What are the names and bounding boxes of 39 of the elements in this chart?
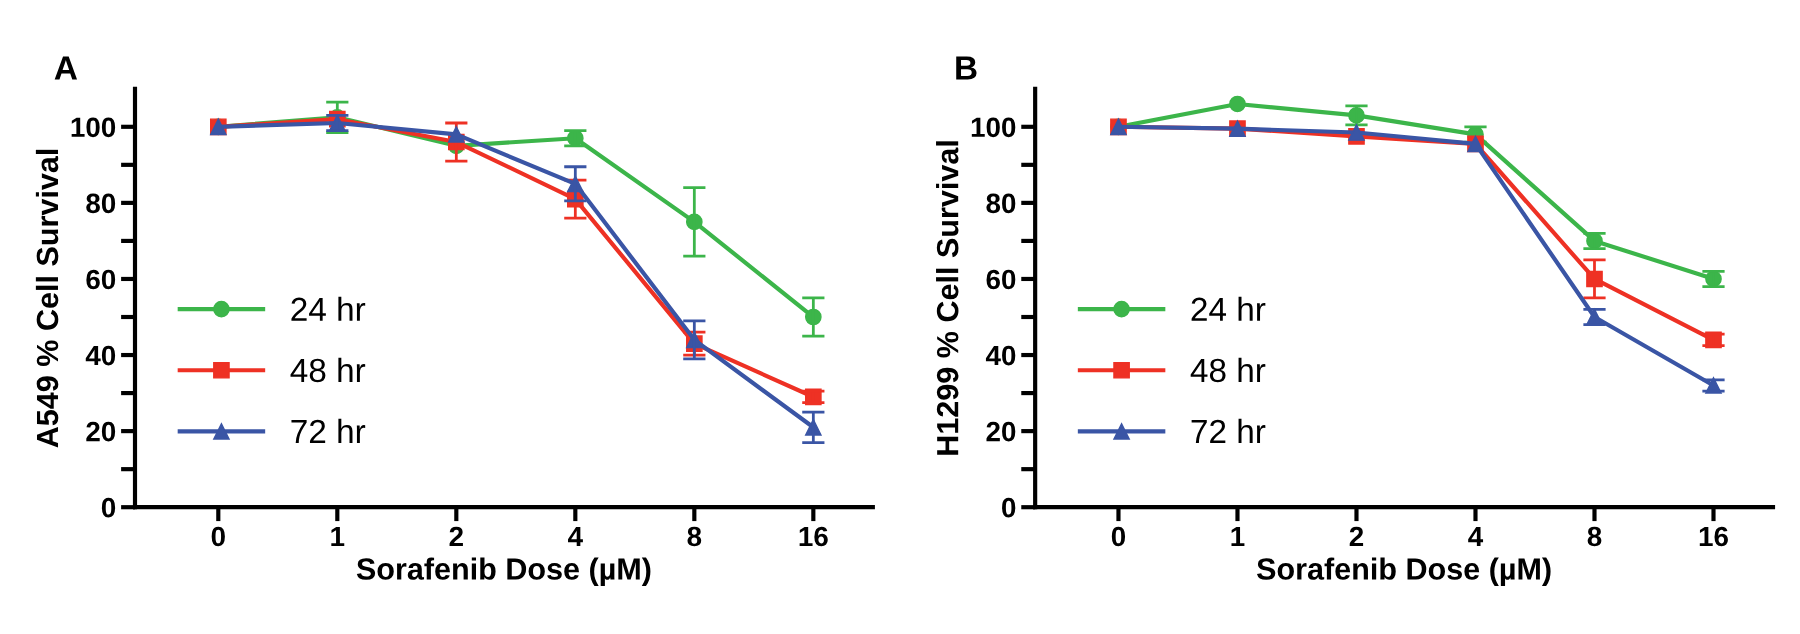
- y-tick-label: 40: [985, 345, 1016, 366]
- y-tick-label: 0: [101, 497, 116, 518]
- y-tick-label: 100: [71, 117, 116, 138]
- x-tick-label: 8: [687, 526, 702, 547]
- x-tick-label: 0: [211, 526, 225, 547]
- legend-label: 24 hr: [1191, 296, 1266, 321]
- y-tick-label: 40: [85, 345, 116, 366]
- legend-label: 24 hr: [291, 296, 366, 321]
- y-tick-label: 80: [986, 193, 1016, 214]
- x-tick-label: 2: [449, 526, 463, 547]
- x-tick-label: 4: [568, 526, 583, 547]
- x-tick-label: 1: [331, 526, 345, 547]
- point: [1229, 95, 1246, 113]
- y-tick-label: 60: [86, 269, 116, 290]
- legend-label: 72 hr: [1191, 418, 1266, 443]
- y-axis-title: A549 % Cell Survival: [35, 149, 59, 448]
- x-tick-label: 2: [1349, 526, 1364, 547]
- y-tick-label: 0: [1002, 497, 1016, 518]
- x-tick-label: 4: [1468, 526, 1484, 547]
- chart-title: B: [956, 56, 977, 80]
- x-tick-label: 16: [1699, 526, 1728, 547]
- point: [447, 126, 465, 143]
- legend-label: 48 hr: [1190, 357, 1266, 383]
- x-axis-title: Sorafenib Dose (µM): [356, 557, 651, 586]
- x-tick-label: 1: [1231, 526, 1245, 547]
- x-tick-label: 8: [1587, 526, 1602, 547]
- x-tick-label: 0: [1111, 526, 1126, 547]
- y-tick-label: 100: [971, 117, 1016, 138]
- x-axis-title: Sorafenib Dose (µM): [1256, 557, 1551, 586]
- y-tick-label: 60: [986, 269, 1016, 290]
- y-tick-label: 80: [86, 193, 116, 214]
- chart-title: A: [54, 56, 78, 80]
- point: [1348, 124, 1365, 141]
- legend-label: 72 hr: [291, 418, 366, 443]
- y-tick-label: 20: [986, 421, 1016, 442]
- legend-label: 48 hr: [290, 357, 366, 383]
- x-tick-label: 16: [799, 526, 828, 547]
- y-axis-title: H1299 % Cell Survival: [936, 141, 959, 455]
- y-tick-label: 20: [86, 421, 116, 442]
